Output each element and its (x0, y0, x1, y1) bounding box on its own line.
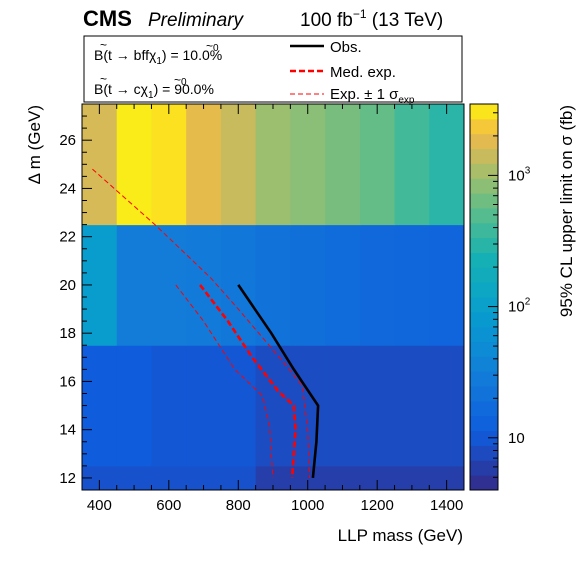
lumi-label: 100 fb−1 (13 TeV) (300, 7, 443, 31)
heatmap-cell (220, 104, 257, 226)
svg-text:0: 0 (213, 43, 219, 54)
svg-text:~: ~ (174, 73, 181, 87)
legend-obs-label: Obs. (330, 39, 362, 56)
legend-br1: B(t → bffχ1) = 10.0% 0 ~ ~ (94, 38, 222, 67)
x-tick-label: 400 (87, 497, 112, 514)
svg-text:B(t → cχ1) = 90.0%: B(t → cχ1) = 90.0% (94, 81, 214, 101)
heatmap-cell (290, 104, 326, 226)
color-bar-tick-label: 10 (508, 430, 525, 447)
x-axis-label: LLP mass (GeV) (338, 526, 463, 545)
heatmap-cell (394, 104, 430, 226)
legend-box (83, 35, 463, 103)
x-tick-label: 1200 (360, 497, 393, 514)
heatmap-cell (116, 224, 152, 346)
heatmap-cell (186, 104, 222, 226)
expected-band-line (175, 284, 274, 478)
heatmap-cell (394, 345, 430, 467)
legend-br2: B(t → cχ1) = 90.0% 0 ~ ~ (94, 72, 214, 101)
expected-band-line (92, 168, 310, 478)
svg-text:~: ~ (100, 38, 107, 52)
heatmap-cell (255, 224, 291, 346)
heatmap-cell (429, 104, 464, 226)
color-bar-frame (469, 103, 499, 491)
legend-med-label: Med. exp. (330, 64, 396, 81)
heatmap-cell (290, 224, 326, 346)
heatmap-cell (394, 224, 430, 346)
x-tick-label: 600 (156, 497, 181, 514)
heatmap-cell (290, 345, 326, 467)
heatmap-cell (359, 345, 396, 467)
heatmap-cell (429, 345, 464, 467)
heatmap-cell (220, 345, 257, 467)
experiment-label: CMS (83, 6, 132, 31)
y-axis: 12 14 16 18 20 22 24 26 (59, 115, 92, 487)
heatmap-cell (359, 224, 396, 346)
heatmap-cell (116, 345, 152, 467)
y-tick-label: 14 (59, 422, 76, 439)
y-tick-label: 26 (59, 132, 76, 149)
heatmap-cell (186, 224, 222, 346)
heatmap-cell (429, 224, 464, 346)
observed-limit-line (237, 284, 320, 479)
color-bar-tick-label: 102 (508, 297, 531, 316)
y-tick-label: 16 (59, 373, 76, 390)
status-label: Preliminary (148, 10, 245, 31)
color-bar-tick-label: 103 (508, 165, 531, 184)
heatmap-cell (186, 345, 222, 467)
heatmap-cells (82, 104, 464, 490)
heatmap-cell (151, 345, 187, 467)
svg-text:B(t → bffχ1) = 10.0%: B(t → bffχ1) = 10.0% (94, 47, 222, 67)
svg-text:~: ~ (206, 39, 213, 53)
heatmap-cell (82, 104, 118, 226)
heatmap-cell (325, 345, 361, 467)
heatmap-cell (82, 345, 118, 467)
color-bar-axis: 10 102 103 (488, 112, 531, 491)
y-tick-label: 22 (59, 229, 76, 246)
y-tick-label: 20 (59, 277, 76, 294)
heatmap-cell (255, 345, 291, 467)
heatmap-cell (151, 224, 187, 346)
y-tick-label: 24 (59, 180, 76, 197)
heatmap-cell (116, 104, 152, 226)
x-tick-label: 1000 (291, 497, 324, 514)
x-tick-label: 800 (226, 497, 251, 514)
heatmap-cell (151, 104, 187, 226)
x-tick-label: 1400 (430, 497, 463, 514)
y-axis-label: Δ m (GeV) (25, 105, 44, 184)
limit-curves (92, 168, 320, 479)
heatmap-cell (325, 104, 361, 226)
y-tick-label: 18 (59, 325, 76, 342)
color-bar (470, 104, 498, 491)
heatmap-cell (325, 224, 361, 346)
svg-text:~: ~ (100, 72, 107, 86)
heatmap-cell (359, 104, 396, 226)
legend-band-label: Exp. ± 1 σexp (330, 86, 415, 106)
color-bar-label: 95% CL upper limit on σ (fb) (557, 105, 576, 317)
svg-text:0: 0 (181, 77, 187, 88)
y-tick-label: 12 (59, 470, 76, 487)
heatmap-cell (255, 104, 291, 226)
x-axis: 400 600 800 1000 1200 1400 (81, 104, 465, 514)
